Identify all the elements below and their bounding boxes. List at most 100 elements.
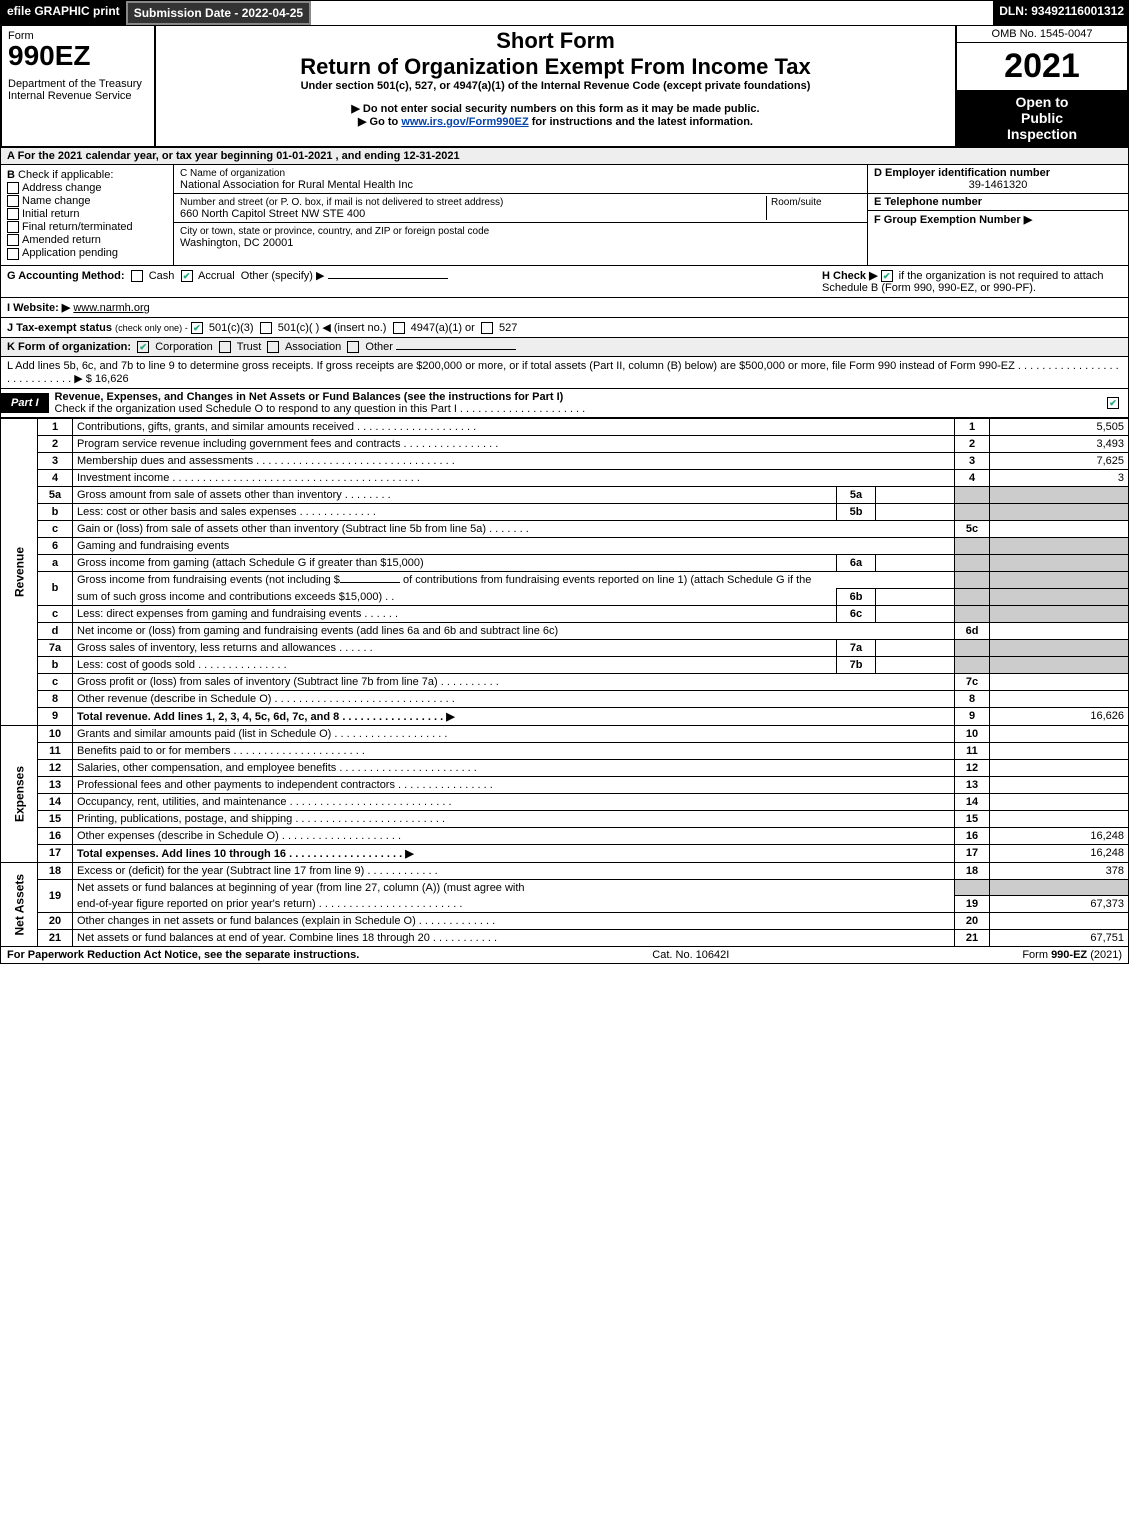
check-amended-return[interactable]: Amended return [7, 234, 167, 246]
tax-year: 2021 [957, 43, 1127, 90]
street-value: 660 North Capitol Street NW STE 400 [180, 208, 365, 220]
line-21: 21 Net assets or fund balances at end of… [1, 930, 1129, 947]
line-16-value: 16,248 [990, 827, 1129, 844]
line-20: 20 Other changes in net assets or fund b… [1, 913, 1129, 930]
footer-right: Form 990-EZ (2021) [1022, 949, 1122, 961]
line-13-value [990, 776, 1129, 793]
check-accrual[interactable] [181, 270, 193, 282]
goto-note-pre: ▶ Go to [358, 116, 401, 128]
ein-cell: D Employer identification number 39-1461… [868, 165, 1128, 194]
line-4-value: 3 [990, 469, 1129, 486]
check-cash[interactable] [131, 270, 143, 282]
line-4: 4 Investment income . . . . . . . . . . … [1, 469, 1129, 486]
row-l-text: L Add lines 5b, 6c, and 7b to line 9 to … [7, 360, 1119, 385]
street-cell: Number and street (or P. O. box, if mail… [174, 194, 867, 223]
check-final-return[interactable]: Final return/terminated [7, 221, 167, 233]
check-trust[interactable] [219, 341, 231, 353]
line-15: 15 Printing, publications, postage, and … [1, 810, 1129, 827]
check-association[interactable] [267, 341, 279, 353]
line-13: 13 Professional fees and other payments … [1, 776, 1129, 793]
top-bar: efile GRAPHIC print Submission Date - 20… [0, 0, 1129, 26]
line-6a: a Gross income from gaming (attach Sched… [1, 554, 1129, 571]
part-1-tag: Part I [1, 393, 49, 413]
line-17-value: 16,248 [990, 844, 1129, 862]
irs-link[interactable]: www.irs.gov/Form990EZ [401, 116, 528, 128]
other-org-input[interactable] [396, 349, 516, 350]
line-7c-value [990, 673, 1129, 690]
street-label: Number and street (or P. O. box, if mail… [180, 197, 503, 208]
check-4947a1[interactable] [393, 322, 405, 334]
line-19-a: 19 Net assets or fund balances at beginn… [1, 879, 1129, 896]
form-header: Form 990EZ Department of the Treasury In… [0, 26, 1129, 148]
check-527[interactable] [481, 322, 493, 334]
line-7b-value [876, 656, 955, 673]
line-1-value: 5,505 [990, 418, 1129, 435]
line-19-b: end-of-year figure reported on prior yea… [1, 896, 1129, 913]
dept-line-2: Internal Revenue Service [8, 90, 148, 102]
return-title: Return of Organization Exempt From Incom… [162, 54, 949, 80]
box-b: B Check if applicable: Address change Na… [1, 165, 174, 265]
line-9: 9 Total revenue. Add lines 1, 2, 3, 4, 5… [1, 707, 1129, 725]
org-name-cell: C Name of organization National Associat… [174, 165, 867, 194]
line-5a-value [876, 486, 955, 503]
line-18: Net Assets 18 Excess or (deficit) for th… [1, 862, 1129, 879]
row-k: K Form of organization: Corporation Trus… [0, 338, 1129, 357]
line-6c: c Less: direct expenses from gaming and … [1, 605, 1129, 622]
line-8-value [990, 690, 1129, 707]
part-1-checknote: Check if the organization used Schedule … [55, 403, 586, 415]
dept-line-1: Department of the Treasury [8, 78, 148, 90]
row-a-tax-year: A For the 2021 calendar year, or tax yea… [0, 148, 1129, 165]
check-501c[interactable] [260, 322, 272, 334]
footer-left: For Paperwork Reduction Act Notice, see … [7, 949, 359, 961]
check-address-change[interactable]: Address change [7, 182, 167, 194]
line-8: 8 Other revenue (describe in Schedule O)… [1, 690, 1129, 707]
insp-3: Inspection [959, 126, 1125, 142]
check-schedule-b-not-required[interactable] [881, 270, 893, 282]
row-h-label: H Check ▶ [822, 270, 878, 282]
check-other-org[interactable] [347, 341, 359, 353]
efile-print-label[interactable]: efile GRAPHIC print [1, 1, 126, 25]
line-6b-value [876, 588, 955, 605]
city-label: City or town, state or province, country… [180, 226, 489, 237]
check-corporation[interactable] [137, 341, 149, 353]
row-l: L Add lines 5b, 6c, and 7b to line 9 to … [0, 357, 1129, 389]
telephone-label: E Telephone number [874, 196, 1122, 208]
short-form-title: Short Form [162, 28, 949, 54]
tax-exempt-sub: (check only one) - [115, 323, 188, 333]
box-b-text: Check if applicable: [18, 169, 113, 181]
under-section-text: Under section 501(c), 527, or 4947(a)(1)… [162, 80, 949, 92]
line-7b: b Less: cost of goods sold . . . . . . .… [1, 656, 1129, 673]
city-value: Washington, DC 20001 [180, 237, 293, 249]
dln-label: DLN: 93492116001312 [993, 1, 1129, 25]
line-7a: 7a Gross sales of inventory, less return… [1, 639, 1129, 656]
goto-note: ▶ Go to www.irs.gov/Form990EZ for instru… [162, 115, 949, 128]
line-17: 17 Total expenses. Add lines 10 through … [1, 844, 1129, 862]
check-501c3[interactable] [191, 322, 203, 334]
box-c: C Name of organization National Associat… [174, 165, 867, 265]
other-specify-label: Other (specify) ▶ [241, 270, 325, 282]
other-specify-input[interactable] [328, 278, 448, 279]
line-9-value: 16,626 [990, 707, 1129, 725]
line-18-value: 378 [990, 862, 1129, 879]
line-16: 16 Other expenses (describe in Schedule … [1, 827, 1129, 844]
page-footer: For Paperwork Reduction Act Notice, see … [0, 947, 1129, 964]
group-exemption-cell: F Group Exemption Number ▶ [868, 211, 1128, 265]
website-value[interactable]: www.narmh.org [73, 302, 149, 314]
line-10: Expenses 10 Grants and similar amounts p… [1, 725, 1129, 742]
check-initial-return[interactable]: Initial return [7, 208, 167, 220]
check-name-change[interactable]: Name change [7, 195, 167, 207]
box-b-label: B [7, 169, 15, 181]
group-exemption-label: F Group Exemption Number ▶ [874, 214, 1032, 226]
insp-1: Open to [959, 94, 1125, 110]
row-l-value: 16,626 [95, 373, 129, 385]
line-6b-contrib-input[interactable] [340, 582, 400, 583]
ein-label: D Employer identification number [874, 167, 1122, 179]
line-14-value [990, 793, 1129, 810]
row-g-h: G Accounting Method: Cash Accrual Other … [0, 266, 1129, 298]
header-right: OMB No. 1545-0047 2021 Open to Public In… [955, 26, 1127, 146]
line-5b-value [876, 503, 955, 520]
part-1-table: Revenue 1 Contributions, gifts, grants, … [0, 418, 1129, 948]
info-grid: B Check if applicable: Address change Na… [0, 165, 1129, 266]
part-1-schedule-o-check[interactable] [1101, 397, 1128, 409]
check-application-pending[interactable]: Application pending [7, 247, 167, 259]
